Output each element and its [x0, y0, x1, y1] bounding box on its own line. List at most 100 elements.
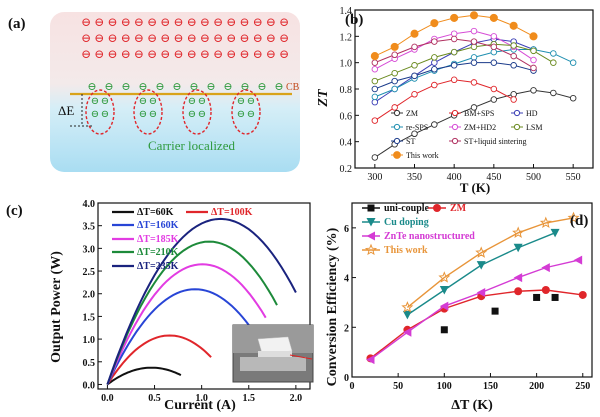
electron-glyph: ⊖	[239, 47, 249, 61]
series-st-liquid-sintering-point	[391, 51, 398, 59]
y-tick-label: 0.8	[340, 85, 353, 96]
delta-e-label: ΔE	[58, 103, 74, 118]
localized-carrier-glyph: ⊖	[139, 109, 147, 120]
series-zm-hd2-point	[371, 65, 379, 73]
series-zm-point	[550, 89, 557, 97]
x-tick-label: 400	[447, 172, 462, 183]
localization-ellipse	[231, 89, 261, 135]
localized-carrier-glyph: ⊖	[237, 109, 245, 120]
series-re-sps-point	[371, 93, 379, 101]
series-lsm-point	[431, 54, 438, 61]
electron-glyph: ⊖	[173, 15, 183, 29]
series-lsm-point	[510, 42, 517, 49]
electron-glyph: ⊖	[200, 31, 210, 45]
x-tick-label: 0	[350, 381, 355, 392]
y-tick-label: 0.6	[340, 111, 353, 122]
x-tick-label: 300	[367, 172, 382, 183]
y-tick-label: 0.0	[83, 380, 96, 391]
x-tick-label: 250	[575, 381, 590, 392]
electron-glyph: ⊖	[107, 15, 117, 29]
electron-glyph: ⊖	[147, 15, 157, 29]
electron-glyph: ⊖	[94, 15, 104, 29]
x-tick-label: 350	[407, 172, 422, 183]
localized-carrier-glyph: ⊖	[91, 109, 99, 120]
series-this-work-point	[539, 216, 552, 228]
series-st-liquid-sintering-point	[510, 52, 517, 60]
legend-t-160k-label: ΔT=160K	[137, 220, 179, 231]
series-st-liquid-sintering-point	[371, 59, 379, 66]
electron-glyph: ⊖	[266, 15, 276, 29]
electron-glyph: ⊖	[134, 15, 144, 29]
series-znte-nanostructured-point	[365, 355, 375, 365]
y-tick-label: 1.4	[340, 6, 353, 17]
panel-a-schematic: (a) ⊖ ⊖ ⊖ ⊖ ⊖ ⊖ ⊖ ⊖ ⊖ ⊖ ⊖ ⊖ ⊖ ⊖ ⊖ ⊖ ⊖ ⊖ ⊖ ⊖ ⊖ ⊖ ⊖ ⊖ ⊖ ⊖ ⊖ ⊖ ⊖ ⊖ ⊖ ⊖ ⊖ ⊖ ⊖ ⊖…	[0, 0, 310, 195]
localized-carrier-glyph: ⊖	[101, 109, 109, 120]
legend-t-60k-label: ΔT=60K	[137, 207, 174, 218]
electron-glyph: ⊖	[147, 47, 157, 61]
y-tick-label: 2.0	[83, 290, 96, 301]
series-st-point	[431, 65, 438, 73]
x-tick-label: 500	[526, 172, 541, 183]
panel-a-background	[50, 12, 300, 172]
series-cu-doping-point	[402, 310, 412, 320]
series-zm-hd2-point	[490, 33, 498, 40]
efficiency-x-axis-label: ΔT (K)	[451, 398, 493, 412]
device-photo-inset	[232, 324, 314, 383]
legend-this-work-swatch	[364, 243, 378, 256]
legend-znte-nanostructured-label: ZnTe nanostructured	[384, 231, 475, 242]
electron-glyph: ⊖	[173, 31, 183, 45]
legend-cu-doping-label: Cu doping	[384, 217, 429, 228]
carrier-localized-caption: Carrier localized	[148, 138, 235, 153]
series-this-work-point	[475, 246, 488, 258]
device-photo-stage	[240, 357, 306, 371]
localized-carrier-glyph: ⊖	[198, 96, 206, 107]
power-y-axis-label: Output Power (W)	[49, 251, 64, 363]
y-tick-label: 4	[344, 274, 349, 285]
series-st-liquid-sintering-point	[431, 38, 438, 45]
electron-glyph: ⊖	[121, 15, 131, 29]
series-cu-doping-line	[406, 232, 556, 316]
electron-glyph: ⊖	[213, 15, 223, 29]
electron-glyph: ⊖	[279, 47, 289, 61]
series-this-work-point	[509, 21, 518, 30]
series-znte-nanostructured-point	[513, 273, 523, 283]
series-zm-point	[514, 287, 523, 296]
band-carrier-glyph: ⊖	[189, 81, 198, 93]
efficiency-chart-svg: 0 50 100 150 200 250 0 2 4 6 uni-couple ZM Cu dopin…	[325, 202, 593, 413]
series-st-liquid-sintering-point	[490, 43, 498, 51]
series-zm-point	[578, 290, 587, 299]
series-this-work-point	[529, 32, 538, 41]
series-st-point	[490, 59, 498, 66]
series-this-work-point	[567, 211, 580, 224]
localized-carrier-glyph: ⊖	[188, 109, 196, 120]
y-tick-label: 3.0	[83, 244, 96, 255]
device-module-base	[258, 351, 292, 357]
band-carrier-glyph: ⊖	[155, 81, 164, 93]
legend-uni-couple-swatch	[367, 204, 375, 212]
zt-x-axis-label: T (K)	[460, 180, 490, 195]
legend-hd-swatch	[513, 109, 521, 117]
legend-zm-hd2-swatch	[451, 123, 459, 131]
electron-glyph: ⊖	[279, 31, 289, 45]
electron-glyph: ⊖	[134, 47, 144, 61]
band-carrier-glyph: ⊖	[240, 81, 249, 93]
series-st-point	[371, 85, 379, 93]
band-carrier-glyph: ⊖	[257, 81, 266, 93]
band-carrier-glyph: ⊖	[206, 81, 215, 93]
x-tick-label: 2.0	[290, 393, 303, 404]
series-t-160k-curve	[106, 288, 255, 385]
band-carrier-glyph: ⊖	[274, 81, 283, 93]
electron-glyph: ⊖	[253, 15, 263, 29]
series-this-work-point	[370, 52, 379, 61]
x-tick-label: 1.5	[243, 393, 256, 404]
series-zm-point	[411, 130, 418, 138]
series-uni-couple-point	[533, 293, 541, 301]
electron-glyph: ⊖	[160, 31, 170, 45]
legend-t-210k-label: ΔT=210K	[137, 247, 179, 258]
y-tick-label: 2	[344, 323, 349, 334]
series-zm-line	[370, 289, 583, 359]
localized-carrier-glyph: ⊖	[247, 109, 255, 120]
series-this-work-point	[438, 271, 451, 283]
series-t-100k-curve	[106, 334, 212, 386]
series-uni-couple-point	[440, 326, 448, 334]
